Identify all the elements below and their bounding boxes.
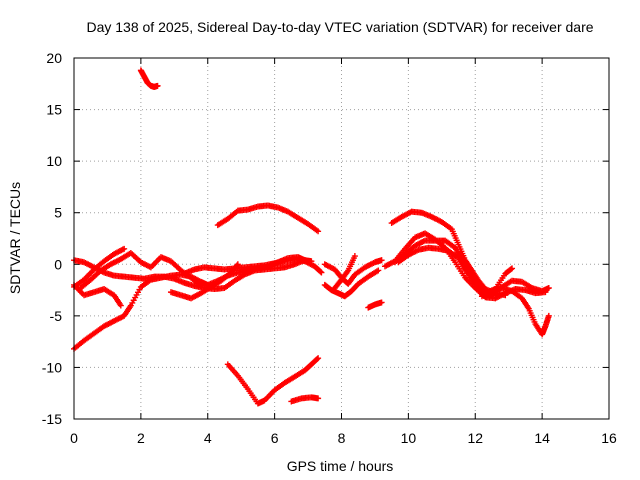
series-arc-a (137, 67, 161, 90)
data-point (509, 265, 516, 272)
data-point (378, 299, 385, 306)
data-point (315, 228, 322, 235)
data-point (351, 253, 358, 260)
y-tick-label: 0 (54, 256, 62, 272)
data-point-interp (508, 266, 515, 273)
series-arc-t (381, 230, 549, 302)
x-tick-label: 16 (601, 430, 617, 446)
data-point (318, 269, 325, 276)
data-point-interp (317, 268, 324, 275)
x-axis-label: GPS time / hours (287, 458, 394, 474)
series-arc-j (224, 355, 322, 407)
data-points (71, 67, 552, 407)
data-point (545, 285, 552, 292)
series-arc-f (77, 249, 205, 292)
chart-title: Day 138 of 2025, Sidereal Day-to-day VTE… (86, 19, 593, 35)
plot-frame (73, 57, 610, 420)
series-arc-o (365, 299, 385, 311)
y-tick-label: -15 (42, 411, 62, 427)
series-arc-m (321, 267, 382, 300)
x-tick-label: 4 (204, 430, 212, 446)
x-tick-label: 10 (401, 430, 417, 446)
x-tick-label: 8 (338, 430, 346, 446)
y-axis-label: SDTVAR / TECUs (7, 182, 23, 294)
y-tick-label: -5 (50, 308, 63, 324)
data-point (121, 245, 128, 252)
data-point (375, 267, 382, 274)
x-tick-label: 0 (70, 430, 78, 446)
data-point (315, 355, 322, 362)
series-arc-e (71, 245, 128, 290)
series-arc-n (331, 253, 358, 292)
y-tick-label: 20 (46, 50, 62, 66)
y-tick-label: -10 (42, 359, 62, 375)
data-point (378, 257, 385, 264)
axis-ticks: 0 2 4 6 8 10 12 14 16 -15 -10 -5 0 5 10 15 20 (42, 50, 617, 446)
x-tick-label: 14 (534, 430, 550, 446)
series-arc-k (288, 394, 322, 405)
y-tick-label: 5 (54, 205, 62, 221)
y-tick-label: 15 (46, 102, 62, 118)
series-arc-i (214, 202, 322, 235)
grid-lines (74, 58, 609, 419)
data-point (542, 289, 549, 296)
x-tick-label: 12 (467, 430, 483, 446)
data-point (198, 282, 205, 289)
x-tick-label: 6 (271, 430, 279, 446)
data-point (315, 395, 322, 402)
data-point (154, 82, 161, 89)
data-point (117, 302, 124, 309)
data-point-interp (314, 356, 321, 363)
y-tick-label: 10 (46, 153, 62, 169)
series-arc-h (181, 256, 325, 277)
x-tick-label: 2 (137, 430, 145, 446)
data-point (545, 312, 552, 319)
